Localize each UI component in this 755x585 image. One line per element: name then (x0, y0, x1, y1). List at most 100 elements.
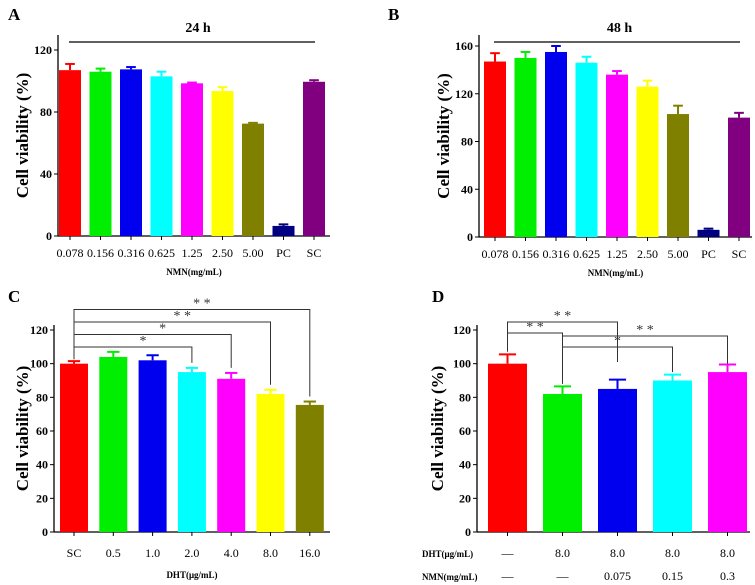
x-tick-label: 1.25 (607, 247, 628, 261)
row-label: NMN(mg/mL) (422, 572, 478, 582)
row-value: 8.0 (555, 546, 570, 560)
bar (728, 117, 750, 237)
x-tick-label: PC (276, 246, 291, 260)
bar (242, 123, 264, 236)
x-tick-label: 0.156 (87, 246, 114, 260)
x-tick-label: 8.0 (263, 546, 278, 560)
bar (89, 71, 112, 236)
significance-label: * (139, 334, 146, 349)
y-tick-label: 100 (453, 357, 471, 371)
x-tick-label: PC (701, 247, 716, 261)
bar (59, 70, 81, 237)
bar (256, 393, 285, 532)
x-tick-label: SC (307, 246, 322, 260)
significance-label: * (159, 322, 166, 337)
x-tick-label: 0.156 (512, 247, 539, 261)
row-value: 0.3 (720, 569, 735, 583)
y-axis-label: Cell viability (%) (434, 73, 453, 199)
bar (60, 363, 88, 532)
row-value: — (501, 546, 515, 560)
panel-label: C (8, 287, 20, 306)
bar (606, 74, 628, 238)
bar (636, 86, 659, 238)
y-tick-label: 100 (30, 357, 48, 371)
significance-label: * (614, 334, 621, 349)
x-tick-label: 2.50 (637, 247, 658, 261)
x-tick-label: 4.0 (224, 546, 239, 560)
y-tick-label: 120 (34, 43, 52, 57)
y-tick-label: 120 (455, 87, 473, 101)
significance-label: * * (174, 309, 192, 324)
panel-label: A (8, 5, 21, 24)
x-axis-label: NMN(mg/mL) (166, 267, 222, 277)
row-value: — (556, 569, 570, 583)
row-value: 8.0 (610, 546, 625, 560)
x-tick-label: 1.0 (145, 546, 160, 560)
x-tick-label: 5.00 (243, 246, 264, 260)
x-tick-label: 5.00 (668, 247, 689, 261)
bar (138, 360, 167, 532)
y-tick-label: 120 (30, 323, 48, 337)
bar (120, 69, 142, 236)
y-tick-label: 20 (459, 491, 471, 505)
x-tick-label: SC (67, 546, 82, 560)
significance-label: * * (636, 323, 654, 338)
bar (177, 372, 206, 532)
x-tick-label: SC (732, 247, 747, 261)
panel-label: D (432, 287, 444, 306)
y-tick-label: 120 (453, 323, 471, 337)
y-tick-label: 0 (46, 229, 52, 243)
y-tick-label: 160 (455, 39, 473, 53)
y-tick-label: 80 (459, 390, 471, 404)
bar (598, 388, 637, 532)
y-axis-label: Cell viability (%) (428, 366, 447, 492)
bar (303, 81, 325, 237)
bar (667, 114, 689, 237)
x-tick-label: 0.316 (118, 246, 145, 260)
x-tick-label: 0.625 (573, 247, 600, 261)
significance-bracket (73, 309, 311, 397)
x-tick-label: 0.5 (106, 546, 121, 560)
y-axis-label: Cell viability (%) (13, 366, 32, 492)
x-tick-label: 0.316 (543, 247, 570, 261)
bar (514, 57, 537, 237)
row-value: 0.075 (604, 569, 631, 583)
chart-title: 24 h (185, 21, 211, 36)
x-axis-label: DHT(μg/mL) (166, 570, 217, 580)
bar (217, 378, 246, 532)
bar (150, 76, 173, 236)
x-tick-label: 2.50 (212, 246, 233, 260)
bar (543, 393, 582, 532)
y-axis-label: Cell viability (%) (13, 73, 32, 199)
bar (575, 62, 598, 238)
y-tick-label: 40 (459, 458, 471, 472)
bar (653, 380, 692, 532)
bar (484, 61, 506, 237)
significance-label: * * (554, 309, 572, 324)
x-tick-label: 0.078 (57, 246, 84, 260)
row-value: — (501, 569, 515, 583)
row-value: 0.15 (662, 569, 683, 583)
y-tick-label: 0 (467, 230, 473, 244)
row-value: 8.0 (720, 546, 735, 560)
x-axis-label: NMN(mg/mL) (588, 268, 644, 278)
bar (211, 91, 234, 236)
bar (708, 372, 747, 532)
y-tick-label: 0 (465, 525, 471, 539)
significance-label: * * (526, 320, 544, 335)
significance-label: * * (193, 297, 211, 312)
y-tick-label: 80 (36, 390, 48, 404)
x-tick-label: 0.078 (482, 247, 509, 261)
bar (272, 225, 295, 236)
y-tick-label: 40 (36, 458, 48, 472)
y-tick-label: 40 (40, 167, 52, 181)
bar (99, 356, 128, 532)
x-tick-label: 1.25 (182, 246, 203, 260)
bar (697, 229, 720, 237)
significance-bracket (73, 346, 193, 363)
panel-label: B (388, 5, 399, 24)
x-tick-label: 16.0 (299, 546, 320, 560)
y-tick-label: 80 (461, 135, 473, 149)
chart-title: 48 h (607, 21, 633, 36)
